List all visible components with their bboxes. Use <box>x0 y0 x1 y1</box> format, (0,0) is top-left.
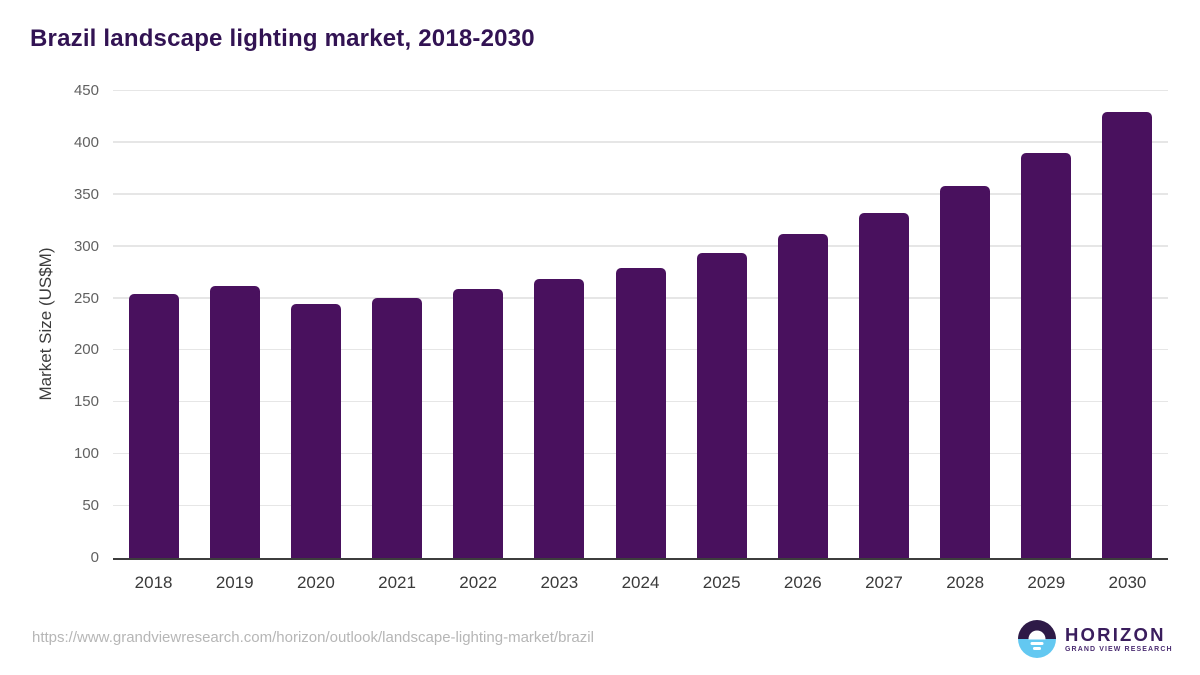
bar-slot-2025 <box>681 91 762 558</box>
bar-2019 <box>209 286 260 558</box>
x-tick-label-2024: 2024 <box>621 573 660 592</box>
gridline-300 <box>113 245 1168 247</box>
y-tick-label-350: 350 <box>73 185 99 203</box>
logo-name: HORIZON <box>1065 623 1166 645</box>
x-axis-tick-labels: 2018 2019 2020 2021 2022 2023 2024 2025 2026 2027… <box>113 573 1168 593</box>
gridline-400 <box>113 141 1168 143</box>
x-tick-label-2025: 2025 <box>702 573 741 592</box>
x-tick-label-2022: 2022 <box>459 573 498 592</box>
bar-slot-2022 <box>438 91 519 558</box>
y-tick-label-100: 100 <box>73 445 99 463</box>
logo-sun-shape <box>1028 630 1046 639</box>
bar-2022 <box>453 289 504 558</box>
y-tick-label-450: 450 <box>73 82 99 99</box>
bar-slot-2030 <box>1087 91 1168 558</box>
bar-slot-2024 <box>600 91 681 558</box>
x-tick-label-2030: 2030 <box>1108 573 1147 592</box>
x-tick-label-2018: 2018 <box>134 573 173 592</box>
x-tick-label-2020: 2020 <box>296 573 335 592</box>
logo-reflection-line <box>1033 647 1041 650</box>
bar-slot-2018 <box>113 91 194 558</box>
bar-2030 <box>1102 111 1153 558</box>
y-tick-label-0: 0 <box>90 549 99 566</box>
x-tick-label-2027: 2027 <box>865 573 903 592</box>
bar-slot-2021 <box>356 91 437 558</box>
y-tick-label-300: 300 <box>73 237 99 255</box>
y-tick-label-250: 250 <box>73 289 99 307</box>
bar-slot-2019 <box>194 91 275 558</box>
bar-2025 <box>696 252 747 558</box>
bars-container <box>113 91 1168 558</box>
logo-sky-half <box>1018 620 1056 639</box>
x-tick-label-2021: 2021 <box>378 573 416 592</box>
bar-2024 <box>615 268 666 558</box>
logo-reflection-line <box>1030 642 1044 645</box>
sun-over-horizon-icon <box>1018 620 1056 658</box>
bar-2028 <box>940 186 991 558</box>
x-tick-label-2019: 2019 <box>215 573 254 592</box>
y-axis-tick-labels: 0 50 100 150 200 250 300 350 400 450 <box>0 82 99 566</box>
gridline-350 <box>113 193 1168 195</box>
page-title: Brazil landscape lighting market, 2018-2… <box>30 25 535 52</box>
bar-2029 <box>1021 153 1072 558</box>
x-tick-label-2023: 2023 <box>540 573 579 592</box>
bar-slot-2026 <box>762 91 843 558</box>
bar-slot-2027 <box>843 91 924 558</box>
bar-slot-2023 <box>519 91 600 558</box>
gridline-450 <box>113 89 1168 91</box>
bar-slot-2020 <box>275 91 356 558</box>
bar-2021 <box>372 297 423 558</box>
bar-2026 <box>777 234 828 558</box>
logo-subtitle: GRAND VIEW RESEARCH <box>1065 645 1173 653</box>
bar-2018 <box>128 294 179 558</box>
x-tick-label-2028: 2028 <box>946 573 985 592</box>
horizon-logo: HORIZON GRAND VIEW RESEARCH <box>1018 620 1173 658</box>
y-tick-label-150: 150 <box>73 393 99 411</box>
logo-text-block: HORIZON GRAND VIEW RESEARCH <box>1065 625 1173 654</box>
bar-slot-2029 <box>1006 91 1087 558</box>
y-tick-label-200: 200 <box>73 341 99 359</box>
source-url: https://www.grandviewresearch.com/horizo… <box>32 629 594 646</box>
x-tick-label-2026: 2026 <box>783 573 822 592</box>
bar-2023 <box>534 278 585 558</box>
bar-2027 <box>858 213 909 558</box>
y-tick-label-400: 400 <box>73 133 99 151</box>
y-tick-label-50: 50 <box>82 497 99 515</box>
plot-area <box>113 89 1168 560</box>
bar-2020 <box>290 303 341 558</box>
x-tick-label-2029: 2029 <box>1027 573 1066 592</box>
bar-slot-2028 <box>925 91 1006 558</box>
